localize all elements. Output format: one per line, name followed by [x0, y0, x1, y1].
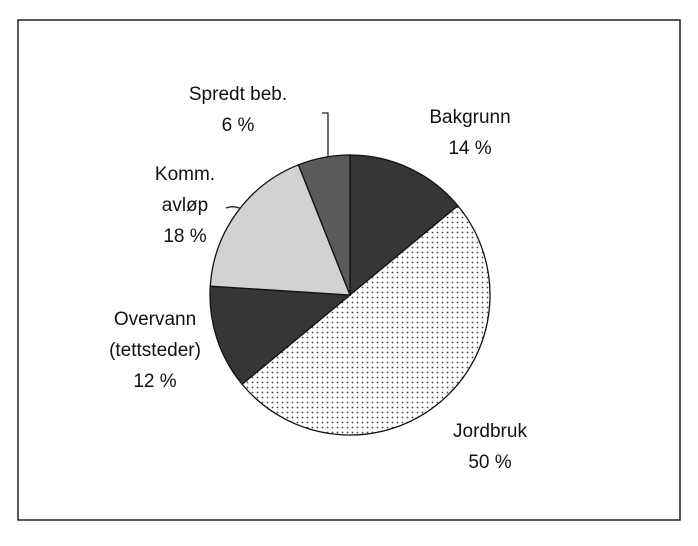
value-label: 12 %	[133, 371, 176, 392]
pie-slice	[209, 285, 352, 386]
frame	[17, 19, 681, 521]
leader-line	[322, 112, 329, 160]
slice-label: Bakgrunn	[429, 107, 510, 128]
value-label: 6 %	[222, 115, 255, 136]
value-label: 18 %	[163, 226, 206, 247]
slice-label: Komm. avløp	[155, 164, 215, 216]
slice-label: Overvann (tettsteder)	[109, 309, 201, 361]
slice-label: Jordbruk	[453, 421, 527, 442]
pie-slice	[349, 154, 459, 297]
pie-slice	[241, 204, 491, 436]
value-label: 50 %	[468, 452, 511, 473]
pie-slice	[209, 163, 351, 296]
pie-slice	[297, 154, 351, 296]
slice-label: Spredt beb.	[189, 84, 287, 105]
value-label: 14 %	[448, 138, 491, 159]
